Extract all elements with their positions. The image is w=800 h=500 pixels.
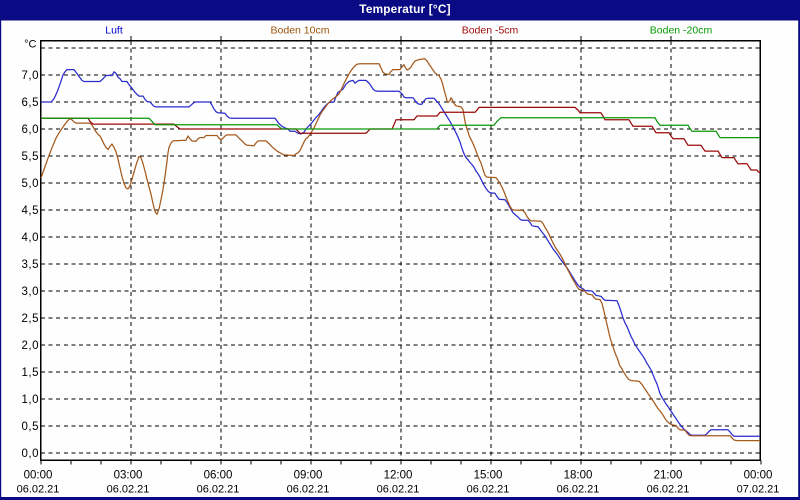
svg-text:0,0: 0,0	[22, 448, 40, 460]
svg-text:1,0: 1,0	[22, 394, 40, 406]
svg-text:6,5: 6,5	[22, 97, 40, 109]
svg-text:18:00: 18:00	[564, 470, 593, 482]
svg-text:Boden -5cm: Boden -5cm	[462, 25, 519, 37]
svg-text:6,0: 6,0	[22, 124, 40, 136]
svg-text:3,5: 3,5	[22, 259, 40, 271]
svg-text:7,0: 7,0	[22, 70, 40, 82]
svg-text:°C: °C	[24, 39, 36, 51]
svg-text:21:00: 21:00	[654, 470, 683, 482]
svg-text:06.02.21: 06.02.21	[557, 484, 600, 496]
svg-text:06.02.21: 06.02.21	[107, 484, 150, 496]
svg-text:1,5: 1,5	[22, 367, 40, 379]
svg-text:06.02.21: 06.02.21	[377, 484, 420, 496]
svg-text:00:00: 00:00	[24, 470, 53, 482]
svg-text:06.02.21: 06.02.21	[467, 484, 510, 496]
svg-text:07.02.21: 07.02.21	[737, 484, 780, 496]
svg-text:5,0: 5,0	[22, 178, 40, 190]
svg-text:5,5: 5,5	[22, 151, 40, 163]
svg-text:15:00: 15:00	[474, 470, 503, 482]
svg-text:06:00: 06:00	[204, 470, 233, 482]
svg-text:06.02.21: 06.02.21	[647, 484, 690, 496]
svg-text:4,5: 4,5	[22, 205, 40, 217]
svg-text:2,0: 2,0	[22, 340, 40, 352]
svg-text:12:00: 12:00	[384, 470, 413, 482]
svg-text:Boden 10cm: Boden 10cm	[271, 25, 330, 37]
svg-text:4,0: 4,0	[22, 232, 40, 244]
svg-text:06.02.21: 06.02.21	[17, 484, 60, 496]
svg-text:09:00: 09:00	[294, 470, 323, 482]
svg-text:00:00: 00:00	[744, 470, 773, 482]
svg-text:2,5: 2,5	[22, 313, 40, 325]
svg-text:06.02.21: 06.02.21	[197, 484, 240, 496]
svg-text:0,5: 0,5	[22, 421, 40, 433]
svg-text:06.02.21: 06.02.21	[287, 484, 330, 496]
svg-text:3,0: 3,0	[22, 286, 40, 298]
svg-text:03:00: 03:00	[114, 470, 143, 482]
svg-text:Luft: Luft	[105, 25, 123, 37]
svg-text:Boden -20cm: Boden -20cm	[650, 25, 713, 37]
svg-text:Temperatur [°C]: Temperatur [°C]	[359, 2, 450, 16]
